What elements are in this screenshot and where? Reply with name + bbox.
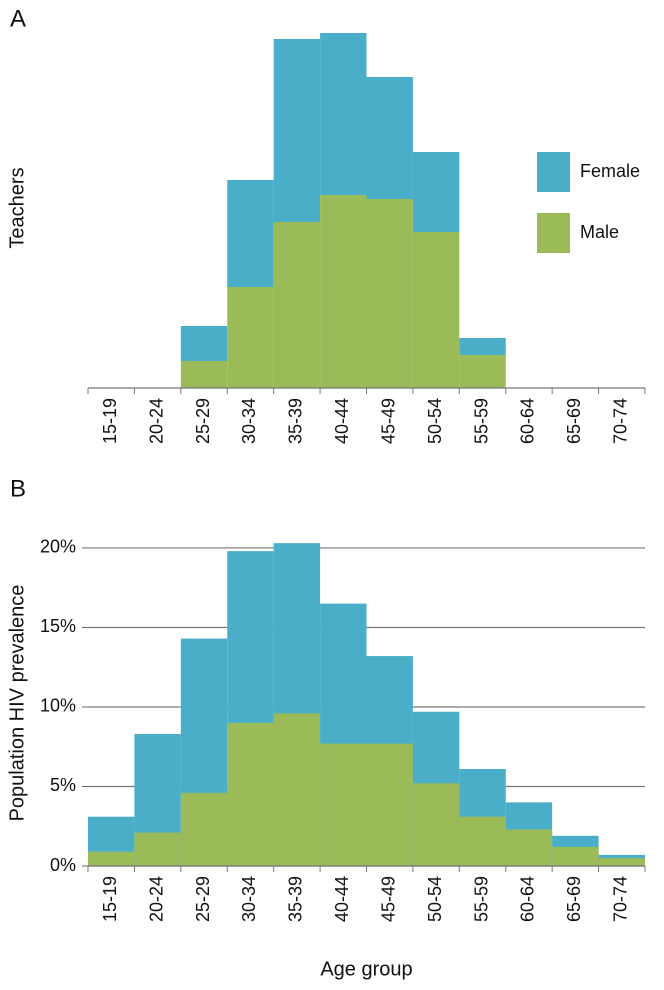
legend-label: Female: [580, 161, 640, 181]
x-tick-label: 60-64: [518, 876, 538, 922]
y-tick-label: 5%: [50, 775, 76, 795]
x-tick-label: 35-39: [286, 876, 306, 922]
x-tick-label: 50-54: [425, 398, 445, 444]
bar: [227, 180, 274, 287]
x-tick-label: 65-69: [564, 876, 584, 922]
panel-label: B: [10, 475, 26, 502]
x-tick-label: 45-49: [378, 398, 398, 444]
x-tick-label: 55-59: [471, 398, 491, 444]
x-tick-label: 70-74: [611, 398, 631, 444]
bar: [459, 816, 506, 866]
x-tick-label: 50-54: [425, 876, 445, 922]
y-axis-label: Teachers: [6, 167, 28, 248]
y-tick-label: 0%: [50, 855, 76, 875]
bar: [552, 846, 599, 866]
bar: [320, 33, 367, 195]
x-tick-label: 25-29: [193, 876, 213, 922]
bar: [134, 832, 181, 866]
bar: [273, 713, 321, 866]
bar: [412, 232, 460, 388]
bar: [227, 722, 274, 866]
bar: [227, 287, 274, 388]
legend-label: Male: [580, 222, 619, 242]
x-tick-label: 65-69: [564, 398, 584, 444]
x-axis-label: Age group: [320, 958, 412, 980]
bar: [273, 39, 321, 222]
bar: [366, 199, 413, 388]
bar: [180, 361, 228, 388]
x-tick-label: 40-44: [332, 398, 352, 444]
bar: [180, 792, 228, 866]
x-tick-label: 30-34: [239, 398, 259, 444]
bar: [505, 829, 553, 866]
bar: [366, 77, 413, 199]
bar: [88, 851, 135, 866]
x-tick-label: 45-49: [378, 876, 398, 922]
bar: [180, 326, 228, 361]
x-tick-label: 70-74: [611, 876, 631, 922]
x-tick-label: 35-39: [286, 398, 306, 444]
x-tick-label: 15-19: [100, 876, 120, 922]
y-tick-label: 20%: [40, 537, 76, 557]
bar: [459, 355, 506, 388]
bar: [412, 152, 460, 232]
x-tick-label: 40-44: [332, 876, 352, 922]
legend-swatch: [537, 213, 570, 253]
legend-swatch: [537, 152, 570, 192]
y-axis-label: Population HIV prevalence: [6, 585, 28, 822]
bar: [598, 858, 645, 866]
bar: [366, 743, 413, 866]
bar: [412, 783, 460, 866]
bar: [459, 338, 506, 355]
x-tick-label: 15-19: [100, 398, 120, 444]
x-tick-label: 20-24: [146, 398, 166, 444]
x-tick-label: 60-64: [518, 398, 538, 444]
y-tick-label: 15%: [40, 616, 76, 636]
x-tick-label: 55-59: [471, 876, 491, 922]
x-tick-label: 20-24: [146, 876, 166, 922]
x-tick-label: 25-29: [193, 398, 213, 444]
bar: [320, 195, 367, 388]
panel-label: A: [10, 5, 26, 32]
bar: [273, 222, 321, 388]
x-tick-label: 30-34: [239, 876, 259, 922]
bar: [320, 743, 367, 866]
y-tick-label: 10%: [40, 696, 76, 716]
